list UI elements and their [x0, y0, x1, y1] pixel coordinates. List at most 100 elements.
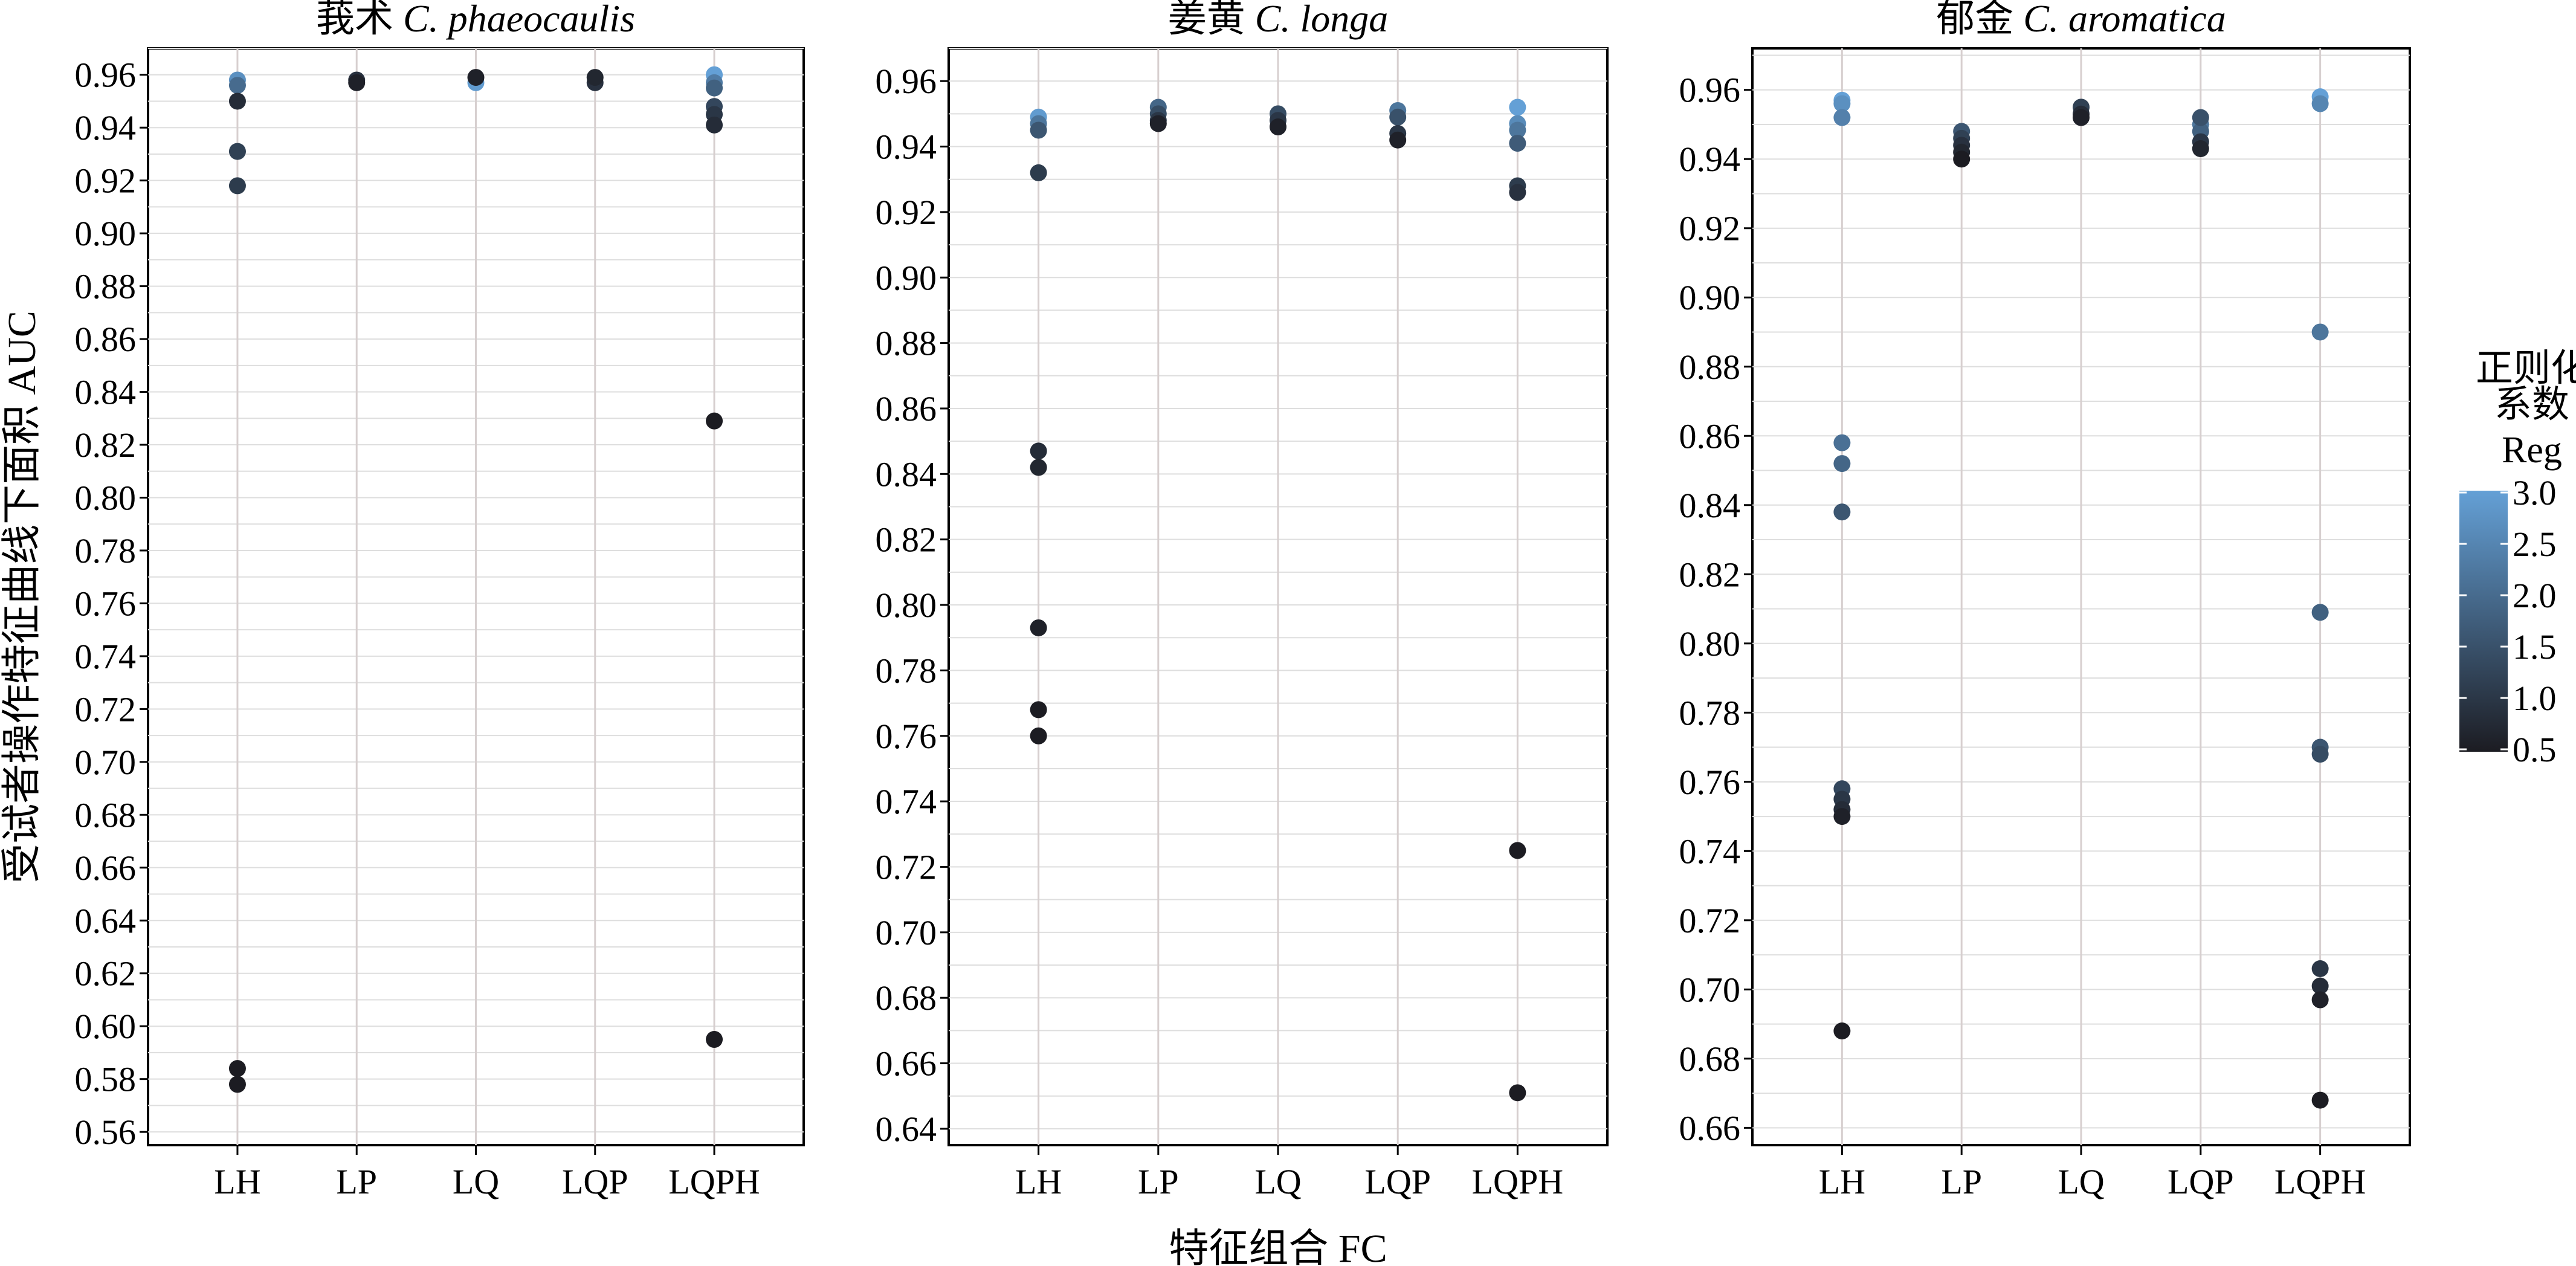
gridlines: [148, 48, 804, 1145]
data-point: [1149, 115, 1167, 132]
y-tick-label: 0.96: [876, 62, 937, 101]
data-point: [2311, 95, 2329, 112]
y-tick-label: 0.94: [1679, 140, 1741, 179]
legend-tick-label: 2.5: [2513, 525, 2557, 564]
panel-longa: 0.64 0.66 0.68 0.70 0.72 0.74 0.76 0.78 0.80 0.82…: [876, 0, 1609, 1201]
y-tick-label: 0.66: [876, 1044, 937, 1084]
y-tick-label: 0.66: [75, 848, 137, 888]
data-point: [2311, 746, 2329, 763]
x-tick-label: LQP: [1364, 1162, 1431, 1201]
y-tick-label: 0.74: [75, 637, 137, 676]
y-tick-label: 0.84: [876, 454, 937, 494]
x-tick-label: LP: [1138, 1162, 1179, 1201]
y-tick-label: 0.62: [75, 954, 137, 993]
data-point: [2073, 109, 2090, 126]
y-tick-label: 0.86: [1679, 416, 1741, 456]
y-tick-label: 0.80: [75, 478, 137, 517]
data-point: [1030, 121, 1047, 139]
y-tick-label: 0.64: [75, 901, 137, 940]
y-tick-label: 0.64: [876, 1109, 937, 1149]
gridlines: [1752, 48, 2410, 1145]
data-point: [2192, 140, 2209, 158]
y-tick-label: 0.70: [75, 743, 137, 782]
data-point: [1509, 842, 1526, 859]
y-tick-label: 0.78: [876, 651, 937, 690]
y-tick-label: 0.70: [1679, 970, 1741, 1009]
legend-title-line-1: 正则化: [2476, 348, 2576, 389]
data-point: [228, 92, 246, 110]
data-point: [1030, 442, 1047, 460]
y-tick-label: 0.68: [75, 795, 137, 835]
x-tick-label: LQ: [453, 1162, 499, 1201]
data-point: [1030, 701, 1047, 719]
y-tick-label: 0.74: [876, 782, 937, 821]
y-tick-label: 0.68: [1679, 1039, 1741, 1079]
y-tick-label: 0.84: [75, 373, 137, 412]
y-tick-label: 0.88: [75, 267, 137, 306]
y-tick-label: 0.86: [75, 320, 137, 359]
x-tick-label: LP: [1941, 1162, 1982, 1201]
y-axis-label: 受试者操作特征曲线下面积 AUC: [0, 311, 44, 883]
y-tick-label: 0.76: [75, 584, 137, 623]
y-tick-label: 0.78: [75, 531, 137, 570]
data-point: [1833, 1022, 1851, 1040]
x-tick-label: LQP: [562, 1162, 628, 1201]
x-tick-label: LQPH: [668, 1162, 760, 1201]
x-tick-label: LP: [336, 1162, 377, 1201]
y-tick-label: 0.90: [75, 214, 137, 253]
y-tick-label: 0.92: [876, 193, 937, 232]
legend-tick-label: 0.5: [2513, 730, 2557, 769]
data-point: [1833, 455, 1851, 473]
data-point: [2311, 323, 2329, 341]
y-tick-label: 0.82: [1679, 555, 1741, 594]
x-tick-label: LQ: [2058, 1162, 2104, 1201]
x-tick-label: LQPH: [1472, 1162, 1563, 1201]
data-point: [2311, 991, 2329, 1009]
y-axis: 0.56 0.58 0.60 0.62 0.64 0.66 0.68 0.70 0.72 0.74…: [75, 56, 148, 1152]
data-point: [1389, 108, 1407, 126]
y-tick-label: 0.96: [1679, 71, 1741, 110]
color-legend: 正则化 系数 Reg 3.0 2.5 2.0 1.5 1.0 0.5: [2459, 348, 2576, 769]
data-point: [1509, 135, 1526, 152]
panel-phaeocaulis: 0.56 0.58 0.60 0.62 0.64 0.66 0.68 0.70 0.72 0.74…: [75, 0, 805, 1201]
y-tick-label: 0.72: [876, 847, 937, 887]
data-point: [1833, 109, 1851, 126]
y-tick-label: 0.88: [1679, 347, 1741, 387]
legend-tick-label: 1.0: [2513, 679, 2557, 718]
data-point: [706, 1031, 723, 1048]
y-tick-label: 0.90: [876, 258, 937, 297]
y-tick-label: 0.78: [1679, 693, 1741, 732]
data-point: [706, 116, 723, 134]
y-tick-label: 0.72: [1679, 901, 1741, 940]
data-point: [1833, 503, 1851, 521]
legend-colorbar: [2459, 491, 2508, 752]
y-tick-label: 0.74: [1679, 832, 1741, 871]
y-tick-label: 0.92: [75, 161, 137, 201]
x-tick-label: LQPH: [2274, 1162, 2366, 1201]
data-point: [228, 1060, 246, 1077]
legend-title-line-2: 系数: [2494, 384, 2569, 425]
data-point: [2311, 960, 2329, 977]
y-tick-label: 0.84: [1679, 486, 1741, 525]
y-tick-label: 0.76: [876, 717, 937, 756]
data-point: [706, 79, 723, 97]
data-points: [1030, 99, 1526, 1102]
x-tick-label: LQ: [1254, 1162, 1301, 1201]
y-tick-label: 0.80: [1679, 624, 1741, 664]
data-point: [1030, 164, 1047, 181]
data-point: [1030, 619, 1047, 636]
x-axis: LH LP LQ LQP LQPH: [214, 1145, 760, 1201]
gridlines: [949, 48, 1607, 1145]
data-point: [1953, 150, 1971, 168]
y-tick-label: 0.56: [75, 1113, 137, 1152]
y-tick-label: 0.68: [876, 978, 937, 1018]
y-tick-label: 0.88: [876, 324, 937, 363]
y-axis: 0.64 0.66 0.68 0.70 0.72 0.74 0.76 0.78 0.80 0.82…: [876, 62, 949, 1149]
data-point: [706, 412, 723, 430]
data-point: [586, 69, 604, 86]
data-point: [1833, 95, 1851, 112]
y-tick-label: 0.80: [876, 586, 937, 625]
data-point: [1389, 131, 1407, 149]
data-point: [228, 1076, 246, 1093]
y-tick-label: 0.72: [75, 690, 137, 729]
